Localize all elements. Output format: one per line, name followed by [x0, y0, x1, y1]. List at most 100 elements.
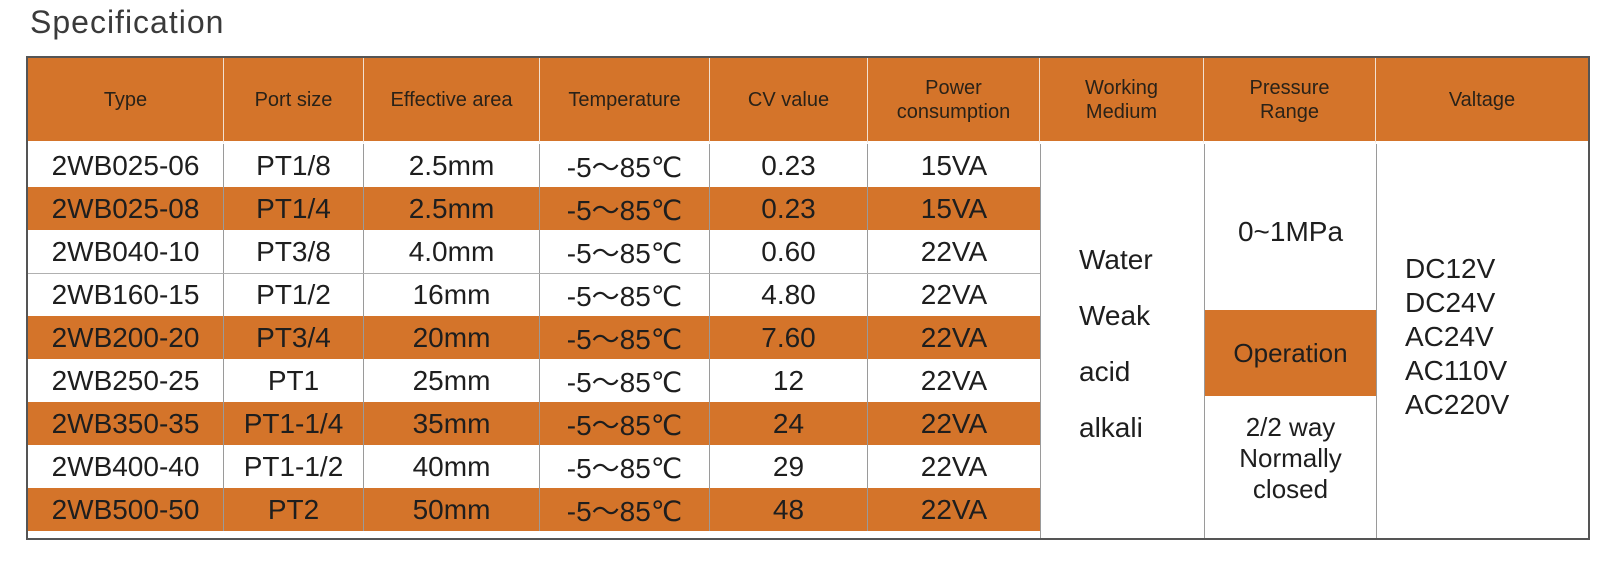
table-row: 2WB350-35 PT1-1/4 35mm -5～85℃ 24 22VA — [28, 402, 1040, 445]
header-working-line1: Working — [1085, 76, 1158, 99]
cell-temp: -5～85℃ — [540, 144, 710, 187]
cell-type: 2WB350-35 — [28, 402, 224, 445]
table-row: 2WB160-15 PT1/2 16mm -5～85℃ 4.80 22VA — [28, 273, 1040, 316]
header-temperature: Temperature — [540, 58, 710, 144]
cell-temp: -5～85℃ — [540, 445, 710, 488]
header-cv-value: CV value — [710, 58, 868, 144]
header-pressure-line1: Pressure — [1249, 76, 1330, 99]
cell-temp: -5～85℃ — [540, 230, 710, 273]
cell-power: 22VA — [920, 407, 988, 439]
cell-area: 25mm — [364, 359, 540, 402]
cell-cv: 0.23 — [710, 187, 868, 230]
header-working-medium: Working Medium — [1040, 58, 1204, 144]
cell-power: 22VA — [920, 493, 988, 525]
cell-power: 22VA — [920, 279, 988, 310]
header-pressure-range: Pressure Range — [1204, 58, 1376, 144]
pressure-operation-cell: 0~1MPa Operation 2/2 way Normally closed — [1204, 144, 1376, 538]
voltage-item: DC12V — [1405, 253, 1496, 284]
cell-temp: -5～85℃ — [540, 316, 710, 359]
table-row: 2WB040-10 PT3/8 4.0mm -5～85℃ 0.60 22VA — [28, 230, 1040, 273]
operation-line: 2/2 way — [1245, 412, 1336, 442]
medium-item: acid — [1079, 356, 1131, 387]
voltage-list: DC12V DC24V AC24V AC110V AC220V — [1405, 252, 1509, 422]
voltage-item: DC24V — [1405, 287, 1496, 318]
cell-power: 15VA — [920, 149, 988, 181]
cell-port: PT1-1/2 — [224, 445, 364, 488]
pressure-range-value: 0~1MPa — [1237, 216, 1344, 247]
header-effective-area: Effective area — [364, 58, 540, 144]
cell-type: 2WB025-08 — [28, 187, 224, 230]
cell-area: 20mm — [364, 316, 540, 359]
table-row: 2WB400-40 PT1-1/2 40mm -5～85℃ 29 22VA — [28, 445, 1040, 488]
cell-area: 50mm — [364, 488, 540, 531]
voltage-cell: DC12V DC24V AC24V AC110V AC220V — [1376, 144, 1588, 538]
page-title: Specification — [30, 4, 225, 40]
cell-temp: -5～85℃ — [540, 359, 710, 402]
cell-power: 22VA — [920, 364, 988, 396]
cell-power: 15VA — [920, 192, 988, 224]
cell-port: PT1/4 — [224, 187, 364, 230]
header-power-line2: consumption — [896, 100, 1011, 123]
cell-temp: -5～85℃ — [540, 187, 710, 230]
cell-type: 2WB160-15 — [28, 274, 224, 316]
cell-cv: 12 — [710, 359, 868, 402]
table-row: 2WB500-50 PT2 50mm -5～85℃ 48 22VA — [28, 488, 1040, 531]
cell-cv: 48 — [710, 488, 868, 531]
table-row: 2WB025-08 PT1/4 2.5mm -5～85℃ 0.23 15VA — [28, 187, 1040, 230]
cell-port: PT1 — [224, 359, 364, 402]
voltage-item: AC24V — [1405, 321, 1494, 352]
spec-table: Type Port size Effective area Temperatur… — [26, 56, 1590, 540]
operation-line: Normally — [1239, 443, 1342, 473]
header-power-consumption: Power consumption — [868, 58, 1040, 144]
cell-cv: 0.23 — [710, 144, 868, 187]
header-working-line2: Medium — [1085, 100, 1158, 123]
cell-cv: 7.60 — [710, 316, 868, 359]
voltage-item: AC110V — [1405, 355, 1508, 386]
cell-power: 22VA — [920, 450, 988, 482]
cell-type: 2WB025-06 — [28, 144, 224, 187]
table-row: 2WB250-25 PT1 25mm -5～85℃ 12 22VA — [28, 359, 1040, 402]
cell-cv: 0.60 — [710, 230, 868, 273]
cell-type: 2WB500-50 — [28, 488, 224, 531]
cell-port: PT2 — [224, 488, 364, 531]
header-voltage: Valtage — [1376, 58, 1588, 144]
cell-cv: 24 — [710, 402, 868, 445]
operation-line: closed — [1252, 474, 1329, 504]
cell-area: 16mm — [364, 274, 540, 316]
cell-port: PT3/8 — [224, 230, 364, 273]
cell-power: 22VA — [920, 321, 988, 353]
cell-type: 2WB400-40 — [28, 445, 224, 488]
cell-port: PT1-1/4 — [224, 402, 364, 445]
operation-header: Operation — [1205, 310, 1376, 396]
cell-type: 2WB040-10 — [28, 230, 224, 273]
cell-temp: -5～85℃ — [540, 274, 710, 316]
voltage-item: AC220V — [1405, 389, 1510, 420]
medium-item: Weak — [1079, 300, 1151, 331]
cell-type: 2WB250-25 — [28, 359, 224, 402]
cell-power: 22VA — [920, 235, 988, 267]
cell-port: PT3/4 — [224, 316, 364, 359]
working-medium-cell: Water Weak acid alkali — [1040, 144, 1204, 538]
cell-area: 4.0mm — [364, 230, 540, 273]
medium-item: alkali — [1079, 412, 1143, 443]
table-row: 2WB200-20 PT3/4 20mm -5～85℃ 7.60 22VA — [28, 316, 1040, 359]
cell-cv: 29 — [710, 445, 868, 488]
cell-temp: -5～85℃ — [540, 402, 710, 445]
cell-area: 2.5mm — [364, 187, 540, 230]
cell-cv: 4.80 — [710, 274, 868, 316]
operation-value: 2/2 way Normally closed — [1205, 412, 1376, 505]
cell-temp: -5～85℃ — [540, 488, 710, 531]
cell-area: 2.5mm — [364, 144, 540, 187]
cell-area: 40mm — [364, 445, 540, 488]
table-row: 2WB025-06 PT1/8 2.5mm -5～85℃ 0.23 15VA — [28, 144, 1040, 187]
cell-port: PT1/2 — [224, 274, 364, 316]
medium-item: Water — [1079, 244, 1153, 275]
header-power-line1: Power — [925, 76, 982, 99]
header-type: Type — [28, 58, 224, 144]
cell-area: 35mm — [364, 402, 540, 445]
header-pressure-line2: Range — [1260, 100, 1319, 123]
working-medium-list: Water Weak acid alkali — [1079, 232, 1153, 456]
cell-port: PT1/8 — [224, 144, 364, 187]
cell-type: 2WB200-20 — [28, 316, 224, 359]
header-port-size: Port size — [224, 58, 364, 144]
